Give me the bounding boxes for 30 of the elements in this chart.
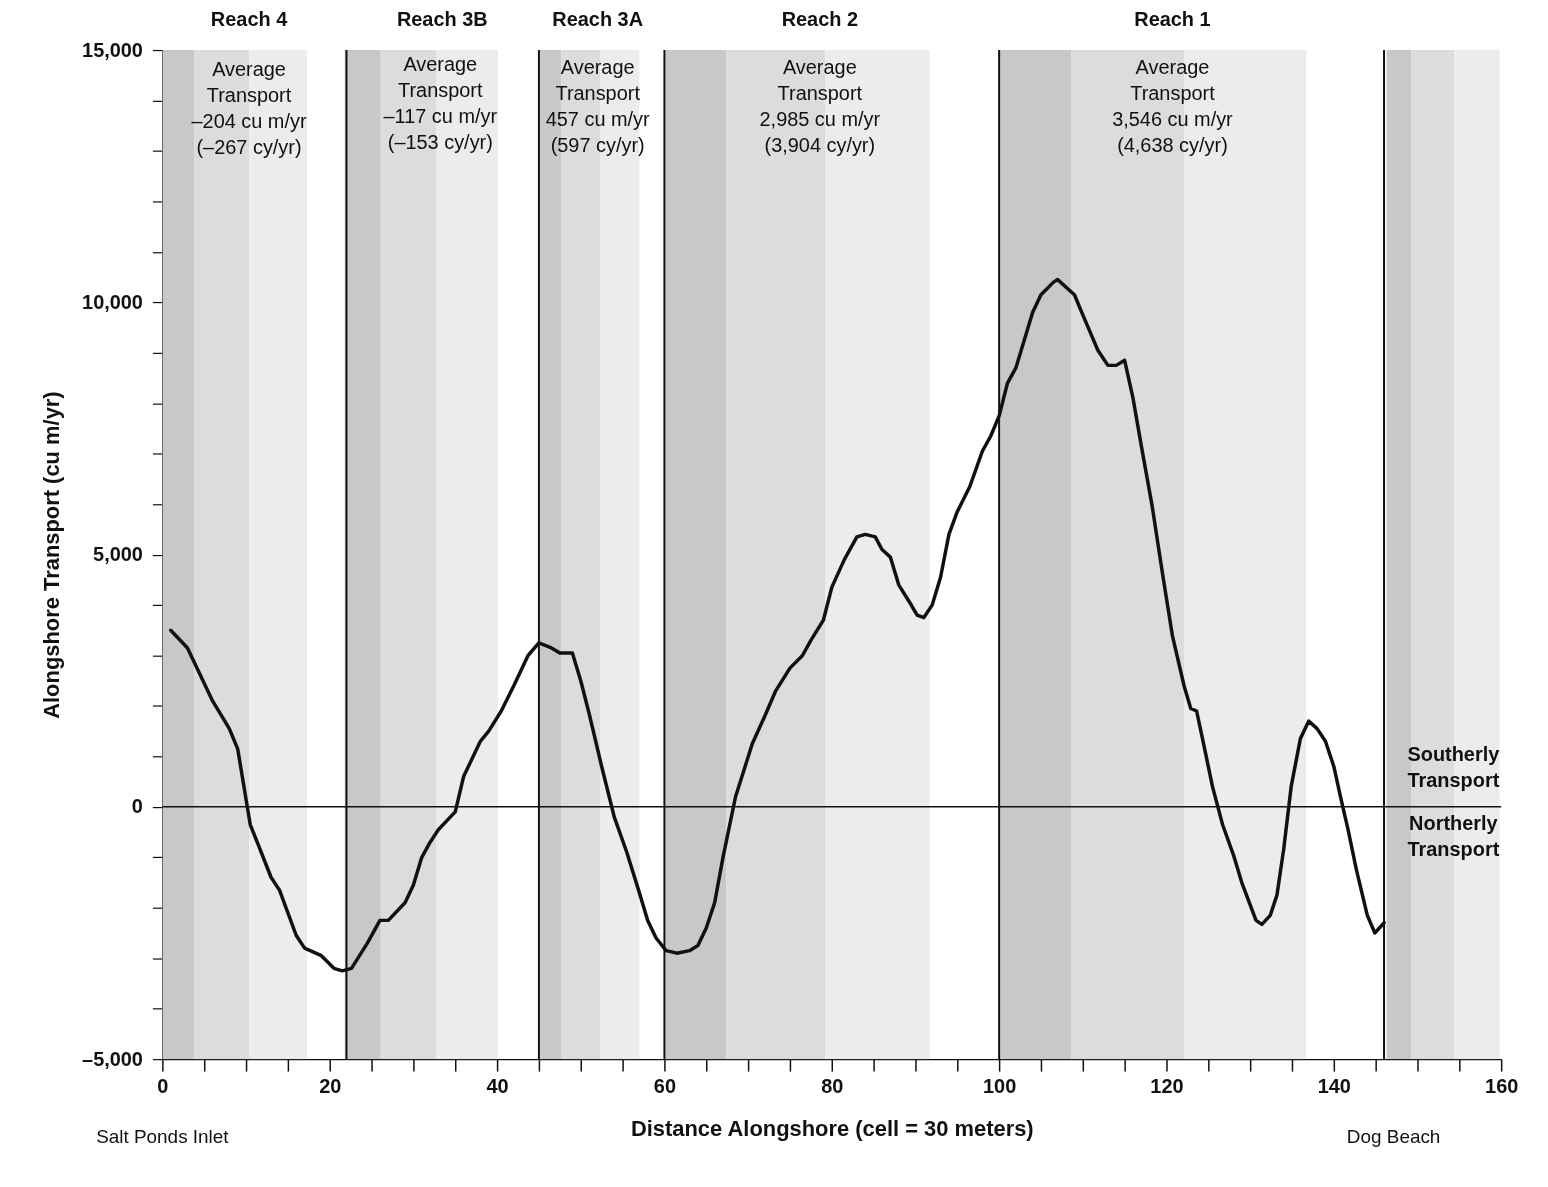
x-tick-label: 0 — [157, 1075, 169, 1098]
annotation: Average Transport –204 cu m/yr (–267 cy/yr) — [191, 57, 307, 158]
y-tick-label: 0 — [131, 795, 143, 818]
text: Reach 3B — [396, 8, 488, 31]
x-tick-label: 160 — [1485, 1075, 1519, 1098]
annotation: Northerly Transport — [1407, 812, 1500, 860]
text: Reach 1 — [1134, 8, 1211, 31]
x-tick-label: 20 — [319, 1075, 342, 1098]
x-tick-label: 80 — [821, 1075, 844, 1098]
y-tick-label: 10,000 — [82, 290, 143, 313]
annotation: Southerly Transport — [1407, 743, 1500, 792]
text: Reach 4 — [210, 8, 288, 31]
y-axis-title: Alongshore Transport (cu m/yr) — [39, 391, 65, 719]
x-tick-label: 100 — [983, 1075, 1017, 1098]
text: Dog Beach — [1346, 1125, 1441, 1147]
y-tick-label: 15,000 — [82, 38, 143, 61]
annotation: Average Transport 3,546 cu m/yr (4,638 cy/yr) — [1112, 55, 1234, 156]
x-tick-label: 60 — [653, 1075, 676, 1098]
y-tick-label: –5,000 — [82, 1047, 143, 1070]
annotation: Average Transport 2,985 cu m/yr (3,904 cy/yr) — [759, 55, 881, 156]
x-tick-label: 40 — [486, 1075, 509, 1098]
x-axis-title: Distance Alongshore (cell = 30 meters) — [630, 1116, 1034, 1142]
annotation: Average Transport 457 cu m/yr (597 cy/yr) — [545, 55, 651, 156]
x-tick-label: 140 — [1317, 1075, 1351, 1098]
text: Reach 3A — [552, 8, 644, 31]
annotation: Average Transport –117 cu m/yr (–153 cy/yr) — [383, 52, 498, 153]
y-tick-label: 5,000 — [93, 543, 143, 566]
x-tick-label: 120 — [1150, 1075, 1184, 1098]
text: Salt Ponds Inlet — [96, 1125, 230, 1147]
text: Reach 2 — [781, 8, 858, 31]
